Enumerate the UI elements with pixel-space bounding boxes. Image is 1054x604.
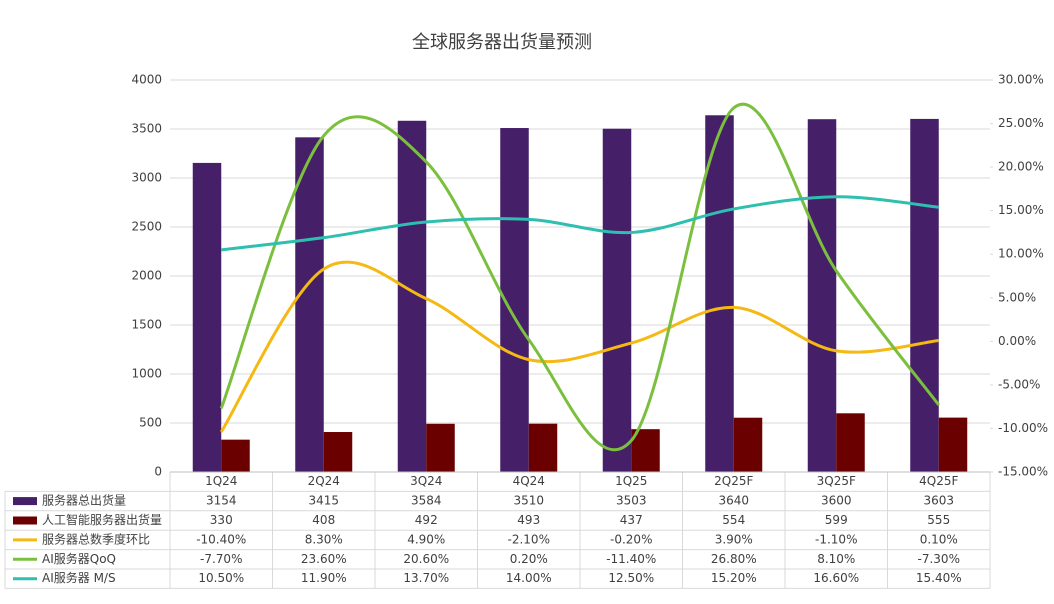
y-tick-label: 500 (139, 416, 162, 430)
table-cell: 3.90% (715, 532, 753, 546)
bar (705, 115, 734, 472)
table-cell: -11.40% (606, 552, 656, 566)
y-tick-label: 0 (154, 465, 162, 479)
table-cell: -7.30% (918, 552, 960, 566)
y-tick-label: 2000 (131, 269, 162, 283)
table-cell: 3415 (308, 494, 339, 508)
bar (192, 162, 222, 472)
y-tick-label: 1500 (131, 318, 162, 332)
table-cell: 8.10% (817, 552, 855, 566)
bar (910, 118, 939, 472)
table-cell: 15.20% (711, 571, 757, 585)
table-cell: 437 (620, 513, 643, 527)
table-cell: 3503 (616, 494, 647, 508)
table-cell: 0.10% (920, 532, 958, 546)
x-tick-label: 2Q24 (308, 474, 340, 488)
table-cell: 408 (312, 513, 335, 527)
y2-tick-label: 25.00% (998, 116, 1044, 130)
table-cell: -10.40% (196, 532, 246, 546)
legend-swatch (13, 497, 37, 506)
bar (323, 432, 353, 472)
table-cell: 13.70% (403, 571, 449, 585)
line (219, 260, 939, 433)
x-tick-label: 4Q24 (513, 474, 545, 488)
y2-tick-label: -5.00% (998, 377, 1040, 391)
bar (528, 423, 558, 472)
table-cell: 20.60% (403, 552, 449, 566)
table-cell: 12.50% (608, 571, 654, 585)
table-cell: -1.10% (815, 532, 857, 546)
y2-tick-label: 0.00% (998, 334, 1036, 348)
table-cell: 10.50% (198, 571, 244, 585)
bar (221, 439, 250, 472)
bar (295, 137, 324, 472)
table-cell: 3584 (411, 494, 442, 508)
bar (602, 128, 632, 472)
bar (836, 413, 865, 472)
table-cell: 8.30% (305, 532, 343, 546)
table-cell: 3510 (513, 494, 544, 508)
table-cell: -2.10% (508, 532, 550, 546)
y2-tick-label: 20.00% (998, 160, 1044, 174)
y-tick-label: 4000 (131, 73, 162, 87)
table-cell: 555 (927, 513, 950, 527)
y-tick-label: 1000 (131, 367, 162, 381)
table-cell: 3154 (206, 494, 237, 508)
bar (426, 423, 455, 472)
table-cell: 4.90% (407, 532, 445, 546)
y2-tick-label: -15.00% (998, 465, 1048, 479)
bar (733, 417, 763, 472)
table-cell: 492 (415, 513, 438, 527)
line (219, 102, 940, 451)
y2-tick-label: -10.00% (998, 421, 1048, 435)
bar (807, 119, 837, 472)
table-cell: 599 (825, 513, 848, 527)
y-tick-label: 2500 (131, 220, 162, 234)
chart-title: 全球服务器出货量预测 (412, 32, 592, 53)
table-cell: 330 (210, 513, 233, 527)
legend-label: AI服务器 M/S (42, 570, 116, 585)
x-tick-label: 4Q25F (919, 474, 958, 488)
x-tick-label: 3Q25F (817, 474, 856, 488)
x-tick-label: 1Q24 (205, 474, 237, 488)
table-cell: 554 (722, 513, 745, 527)
legend-swatch (13, 516, 37, 525)
table-cell: 3603 (923, 494, 954, 508)
y-tick-label: 3500 (131, 122, 162, 136)
bar (938, 417, 968, 472)
table-cell: 26.80% (711, 552, 757, 566)
line (221, 195, 939, 252)
x-tick-label: 2Q25F (714, 474, 753, 488)
table-cell: 3600 (821, 494, 852, 508)
x-tick-label: 1Q25 (615, 474, 647, 488)
table-cell: -0.20% (610, 532, 652, 546)
table-cell: -7.70% (200, 552, 242, 566)
y2-tick-label: 10.00% (998, 247, 1044, 261)
table-cell: 15.40% (916, 571, 962, 585)
y2-tick-label: 5.00% (998, 290, 1036, 304)
table-cell: 3640 (718, 494, 749, 508)
table-cell: 11.90% (301, 571, 347, 585)
legend-label: 服务器总出货量 (42, 493, 126, 508)
table-cell: 23.60% (301, 552, 347, 566)
x-tick-label: 3Q24 (410, 474, 442, 488)
y2-tick-label: 30.00% (998, 73, 1044, 87)
legend-label: 服务器总数季度环比 (42, 531, 150, 546)
table-cell: 493 (517, 513, 540, 527)
table-cell: 14.00% (506, 571, 552, 585)
y2-tick-label: 15.00% (998, 203, 1044, 217)
table-cell: 16.60% (813, 571, 859, 585)
table-cell: 0.20% (510, 552, 548, 566)
legend-label: 人工智能服务器出货量 (42, 512, 162, 527)
y-tick-label: 3000 (131, 171, 162, 185)
legend-label: AI服务器QoQ (42, 551, 116, 566)
